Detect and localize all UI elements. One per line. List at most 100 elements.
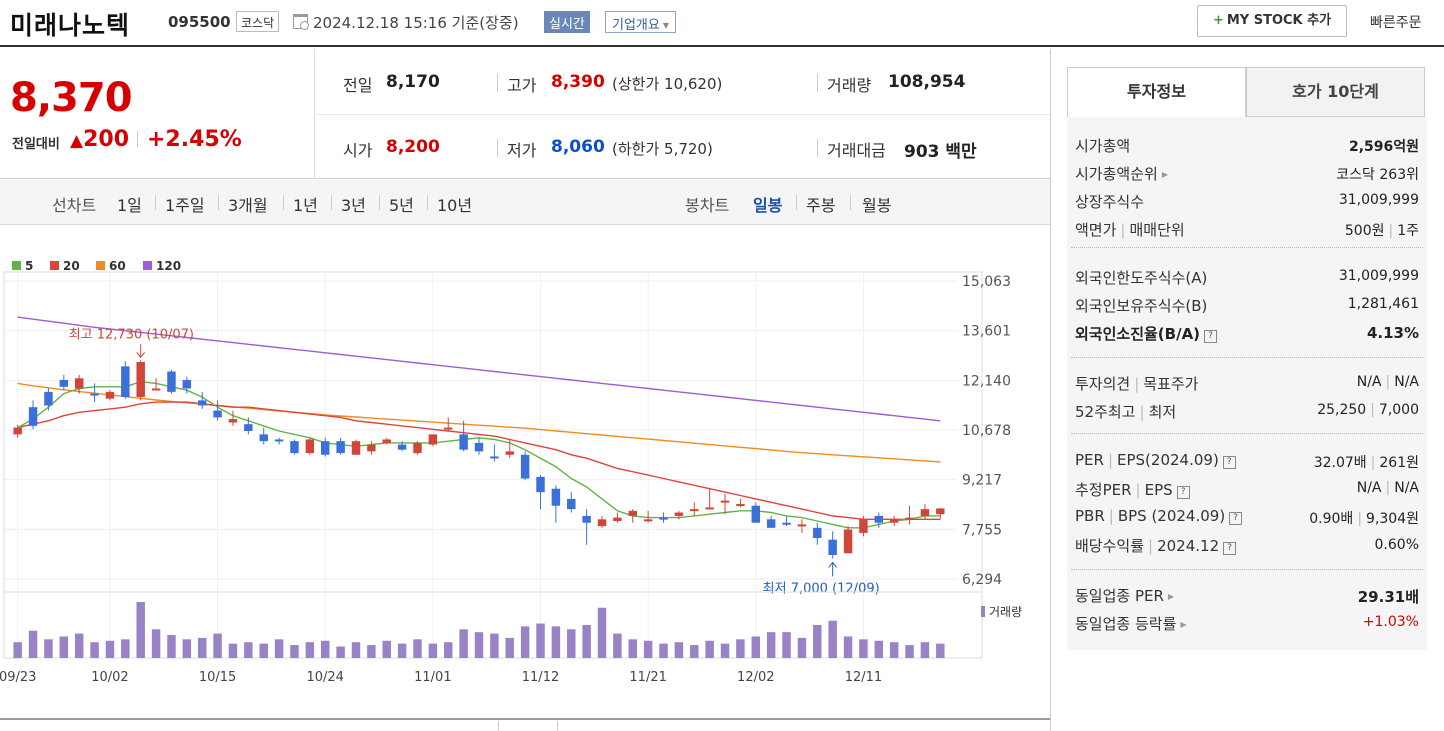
x-tick-label: 10/24 (306, 670, 343, 685)
label-part: 52주최고 (1075, 403, 1136, 421)
section-divider (1071, 357, 1423, 358)
volume-bar (505, 637, 514, 658)
add-mystock-button[interactable]: + MY STOCK 추가 (1197, 5, 1347, 37)
tab-monthly-candle[interactable]: 월봉 (862, 196, 892, 215)
divider: | (1370, 455, 1376, 471)
foreign-limit-value: 31,009,999 (1338, 268, 1419, 284)
investment-panel: 투자정보 호가 10단계 시가총액 2,596억원 시가총액순위 ▶ 코스닥 26… (1050, 49, 1444, 731)
prev-close-value: 8,170 (386, 72, 440, 92)
market-cap-rank-label[interactable]: 시가총액순위 ▶ (1075, 163, 1168, 184)
legend-label: 20 (63, 259, 80, 273)
help-icon[interactable]: ? (1204, 330, 1218, 343)
legend-label: 60 (109, 259, 126, 273)
candle-body (828, 539, 837, 556)
tab-5year[interactable]: 5년 (389, 196, 414, 215)
tab-3month[interactable]: 3개월 (228, 196, 268, 215)
volume-bar (367, 645, 376, 658)
candle-body (244, 424, 253, 431)
per-eps-value: 32.07배 | 261원 (1314, 452, 1419, 472)
legend-swatch (12, 261, 21, 270)
candle-body (813, 527, 822, 539)
company-overview-dropdown[interactable]: 기업개요 ▼ (605, 11, 676, 33)
legend-ma20: 20 (50, 259, 80, 273)
candle-body (505, 451, 514, 455)
candle-body (705, 507, 714, 510)
divider (427, 195, 428, 210)
candle-body (474, 442, 484, 452)
candle-body (690, 509, 699, 512)
tab-1year[interactable]: 1년 (293, 196, 318, 215)
candle-body (397, 444, 407, 450)
candle-body (182, 379, 192, 389)
volume-bar (274, 639, 284, 658)
volume-bar (782, 632, 791, 658)
section-divider (1071, 569, 1423, 570)
tab-10year[interactable]: 10년 (437, 196, 473, 215)
volume-bar (843, 636, 853, 658)
value-part: 1주 (1397, 223, 1419, 239)
realtime-button[interactable]: 실시간 (544, 11, 590, 33)
stock-header: 미래나노텍 095500 코스닥 2024.12.18 15:16 기준(장중)… (0, 0, 1444, 47)
tab-3year[interactable]: 3년 (341, 196, 366, 215)
pbr-bps-label: PBR | BPS (2024.09)? (1075, 507, 1243, 525)
tab-invest-info[interactable]: 투자정보 (1067, 67, 1246, 117)
label-part: EPS (1144, 481, 1173, 499)
divider (850, 195, 851, 210)
candle-body (259, 434, 268, 442)
divider (497, 74, 498, 92)
help-icon[interactable]: ? (1229, 512, 1243, 525)
label-part: 동일업종 PER (1075, 587, 1164, 605)
volume-bar (182, 639, 192, 658)
volume-bar (74, 633, 84, 658)
tab-1day[interactable]: 1일 (117, 196, 142, 215)
per-eps-label: PER | EPS(2024.09)? (1075, 451, 1236, 469)
sector-change-label[interactable]: 동일업종 등락률 ▶ (1075, 613, 1187, 634)
divider: | (1107, 451, 1114, 469)
volume-bar (766, 632, 776, 658)
candle-body (44, 391, 53, 406)
label-part: 투자의견 (1075, 375, 1131, 393)
expand-handle[interactable] (498, 721, 558, 731)
divider: | (1385, 374, 1391, 390)
help-icon[interactable]: ? (1223, 542, 1237, 555)
legend-ma5: 5 (12, 259, 33, 273)
volume-bar (121, 639, 130, 658)
value-part: 500원 (1344, 223, 1385, 239)
divider (331, 195, 332, 210)
candle-body (536, 476, 545, 493)
foreign-holding-value: 1,281,461 (1347, 296, 1419, 312)
amount-value: 903 백만 (904, 142, 977, 162)
change-label: 전일대비 (12, 137, 60, 152)
label-part: BPS (2024.09) (1117, 507, 1226, 525)
sector-per-label[interactable]: 동일업종 PER ▶ (1075, 585, 1174, 606)
tab-orderbook[interactable]: 호가 10단계 (1246, 67, 1425, 117)
volume-bar (428, 643, 438, 658)
x-tick-label: 11/21 (629, 670, 666, 685)
y-tick-label: 7,755 (962, 522, 1002, 538)
volume-bar (28, 630, 38, 658)
help-icon[interactable]: ? (1222, 456, 1236, 469)
change-amount-value: 200 (83, 127, 130, 152)
chevron-right-icon: ▶ (1161, 170, 1168, 179)
candle-body (643, 519, 653, 522)
tab-weekly-candle[interactable]: 주봉 (806, 196, 836, 215)
plus-icon: + (1212, 13, 1224, 28)
candle-body (28, 407, 38, 426)
chart-canvas[interactable]: 15,063 13,601 12,140 10,678 9,217 7,755 6,294 최… (0, 226, 1050, 720)
volume-bar (659, 643, 668, 658)
candle-chart-label: 봉차트 (685, 196, 730, 215)
x-tick-label: 09/23 (0, 670, 36, 685)
tab-daily-candle[interactable]: 일봉 (753, 196, 783, 215)
change-amount: ▲200 (70, 127, 129, 152)
volume-bar (643, 640, 653, 658)
tab-1week[interactable]: 1주일 (165, 196, 205, 215)
candle-body (197, 400, 207, 406)
divider (497, 139, 498, 157)
candle-body (859, 519, 868, 533)
divider: | (1139, 403, 1145, 421)
max-annotation: 최고 12,730 (10/07) (69, 327, 194, 342)
quick-order-link[interactable]: 빠른주문 (1370, 15, 1422, 31)
help-icon[interactable]: ? (1176, 486, 1190, 499)
divider: | (1388, 223, 1394, 239)
market-cap-rank-text: 시가총액순위 (1075, 165, 1158, 183)
